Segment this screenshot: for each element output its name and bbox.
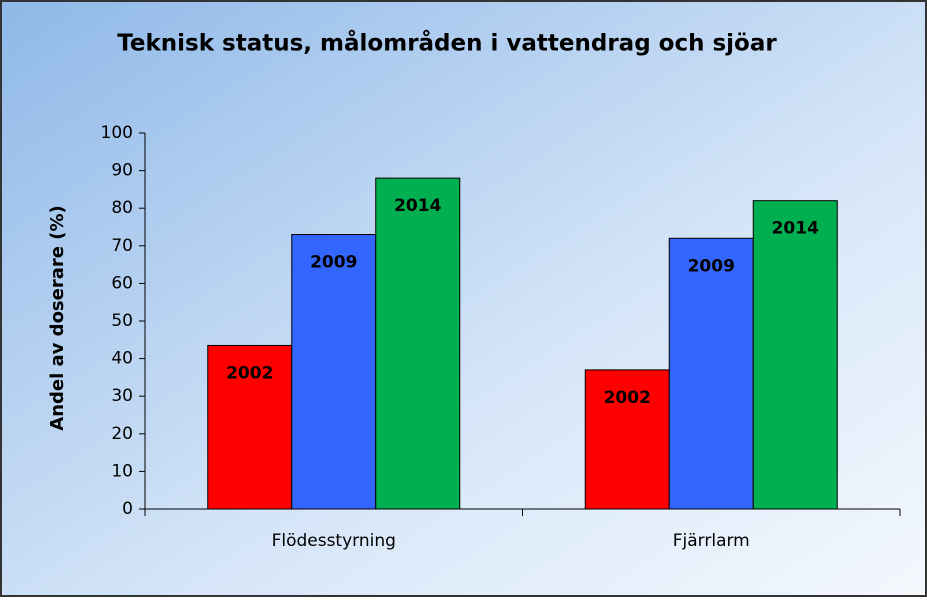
y-tick-label: 80: [111, 198, 133, 218]
y-tick-label: 70: [111, 236, 133, 256]
bar: [668, 237, 754, 510]
bar: [375, 177, 461, 510]
y-tick-label: 40: [111, 349, 133, 369]
y-tick-label: 90: [111, 161, 133, 181]
bar-label: 2009: [688, 256, 735, 276]
y-tick-label: 10: [111, 461, 133, 481]
bar: [291, 234, 377, 510]
y-tick-label: 20: [111, 424, 133, 444]
x-tick-label: Flödesstyrning: [272, 531, 396, 551]
bar-label: 2009: [310, 253, 357, 273]
y-tick-label: 60: [111, 273, 133, 293]
y-tick-label: 0: [122, 499, 133, 519]
y-tick-label: 50: [111, 311, 133, 331]
bar: [207, 344, 293, 510]
bar: [752, 200, 838, 510]
bar-label: 2002: [226, 363, 273, 383]
bar-label: 2014: [772, 219, 819, 239]
bar-label: 2014: [394, 196, 441, 216]
chart-title: Teknisk status, målområden i vattendrag …: [117, 30, 777, 57]
y-tick-label: 100: [101, 123, 133, 143]
y-axis-label: Andel av doserare (%): [47, 205, 68, 430]
x-tick-label: Fjärrlarm: [673, 531, 750, 551]
y-tick-label: 30: [111, 386, 133, 406]
bar: [584, 369, 670, 510]
bar-label: 2002: [604, 388, 651, 408]
